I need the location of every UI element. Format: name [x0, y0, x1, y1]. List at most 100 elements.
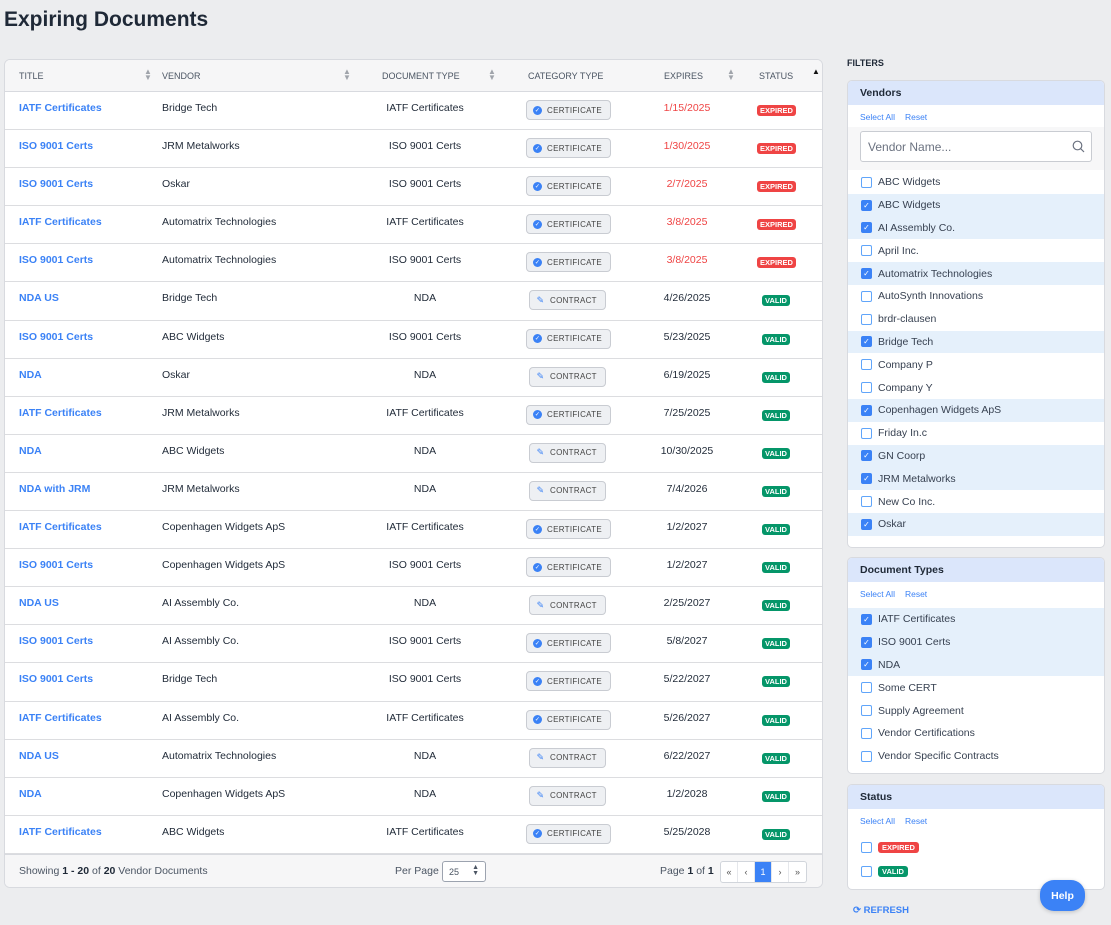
filter-option[interactable]: Supply Agreement [848, 699, 1104, 722]
table-row[interactable]: NDA Copenhagen Widgets ApS NDA ✎ CONTRACT 1/2… [5, 778, 822, 816]
filter-option[interactable]: Friday In.c [848, 422, 1104, 445]
document-title-link[interactable]: NDA US [19, 292, 59, 305]
document-title-link[interactable]: NDA [19, 787, 42, 800]
filter-option[interactable]: VALID [848, 859, 1104, 883]
document-title-link[interactable]: ISO 9001 Certs [19, 635, 94, 648]
document-title-link[interactable]: IATF Certificates [19, 216, 102, 229]
checkbox[interactable] [861, 682, 872, 694]
document-title-link[interactable]: NDA [19, 368, 42, 381]
checkbox[interactable] [861, 245, 872, 257]
sort-icon[interactable]: ▲ ▼ [727, 67, 735, 82]
sort-icon[interactable]: ▲ ▼ [343, 67, 351, 82]
filter-option[interactable]: EXPIRED [848, 835, 1104, 859]
col-status[interactable]: STATUS [759, 71, 794, 81]
document-title-link[interactable]: ISO 9001 Certs [19, 559, 94, 572]
checkbox[interactable]: ✓ [861, 659, 872, 671]
filter-option[interactable]: April Inc. [848, 239, 1104, 262]
checkbox[interactable] [861, 841, 872, 853]
checkbox[interactable] [861, 865, 872, 877]
document-title-link[interactable]: NDA US [19, 597, 59, 610]
filter-option[interactable]: ✓ Bridge Tech [848, 330, 1104, 354]
checkbox[interactable]: ✓ [861, 268, 872, 280]
doctypes-select-all[interactable]: Select All [860, 589, 895, 599]
filter-option[interactable]: Vendor Certifications [848, 722, 1104, 745]
checkbox[interactable]: ✓ [861, 336, 872, 348]
checkbox[interactable] [861, 750, 872, 762]
table-row[interactable]: ISO 9001 Certs Automatrix Technologies ISO… [5, 244, 822, 283]
document-title-link[interactable]: NDA [19, 444, 42, 457]
checkbox[interactable]: ✓ [861, 222, 872, 234]
table-row[interactable]: ISO 9001 Certs JRM Metalworks ISO 9001 Cer… [5, 130, 822, 169]
table-row[interactable]: ISO 9001 Certs AI Assembly Co. ISO 9001 Ce… [5, 625, 822, 664]
checkbox[interactable] [861, 313, 872, 325]
next-page-button[interactable]: › [772, 862, 789, 882]
checkbox[interactable]: ✓ [861, 636, 872, 648]
checkbox[interactable] [861, 359, 872, 371]
checkbox[interactable]: ✓ [861, 473, 872, 485]
first-page-button[interactable]: « [721, 862, 738, 882]
document-title-link[interactable]: ISO 9001 Certs [19, 673, 94, 686]
checkbox[interactable] [861, 496, 872, 508]
prev-page-button[interactable]: ‹ [738, 862, 755, 882]
checkbox[interactable] [861, 705, 872, 717]
filter-option[interactable]: ✓ Copenhagen Widgets ApS [848, 398, 1104, 422]
checkbox[interactable] [861, 727, 872, 739]
document-title-link[interactable]: ISO 9001 Certs [19, 140, 94, 153]
sort-icon[interactable]: ▲ ▼ [144, 67, 152, 82]
table-row[interactable]: IATF Certificates JRM Metalworks IATF Cert… [5, 397, 822, 435]
table-row[interactable]: NDA US Automatrix Technologies NDA ✎ CONTRAC… [5, 740, 822, 778]
filter-option[interactable]: ✓ AI Assembly Co. [848, 216, 1104, 240]
document-title-link[interactable]: ISO 9001 Certs [19, 178, 94, 191]
col-vendor[interactable]: VENDOR [162, 71, 201, 81]
table-row[interactable]: NDA with JRM JRM Metalworks NDA ✎ CONTRACT 7/… [5, 473, 822, 512]
document-title-link[interactable]: ISO 9001 Certs [19, 254, 94, 267]
doctypes-reset[interactable]: Reset [904, 589, 928, 599]
filter-option[interactable]: ✓ NDA [848, 653, 1104, 677]
table-row[interactable]: IATF Certificates AI Assembly Co. IATF Cer… [5, 702, 822, 740]
checkbox[interactable] [861, 176, 872, 188]
checkbox[interactable]: ✓ [861, 450, 872, 462]
document-title-link[interactable]: IATF Certificates [19, 102, 102, 114]
table-row[interactable]: NDA US AI Assembly Co. NDA ✎ CONTRACT 2/25/20… [5, 587, 822, 626]
sort-asc-icon[interactable]: ▲ [812, 67, 820, 76]
table-row[interactable]: IATF Certificates ABC Widgets IATF Certifi… [5, 816, 822, 854]
filter-option[interactable]: AutoSynth Innovations [848, 285, 1104, 308]
vendors-reset[interactable]: Reset [904, 112, 928, 122]
table-row[interactable]: NDA ABC Widgets NDA ✎ CONTRACT 10/30/2025 VALI… [5, 435, 822, 473]
document-title-link[interactable]: NDA with JRM [19, 482, 91, 495]
document-title-link[interactable]: IATF Certificates [19, 825, 102, 838]
table-row[interactable]: IATF Certificates Bridge Tech IATF Certifi… [5, 92, 822, 131]
page-1-button[interactable]: 1 [755, 862, 772, 882]
table-row[interactable]: NDA Oskar NDA ✎ CONTRACT 6/19/2025 VALID [5, 359, 822, 397]
checkbox[interactable]: ✓ [861, 518, 872, 530]
help-button[interactable]: Help [1040, 880, 1085, 911]
document-title-link[interactable]: IATF Certificates [19, 711, 102, 724]
filter-option[interactable]: New Co Inc. [848, 490, 1104, 513]
document-title-link[interactable]: ISO 9001 Certs [19, 330, 94, 343]
table-row[interactable]: IATF Certificates Copenhagen Widgets ApS I… [5, 511, 822, 550]
checkbox[interactable] [861, 427, 872, 439]
document-title-link[interactable]: IATF Certificates [19, 406, 102, 419]
refresh-button[interactable]: ⟳ REFRESH [853, 905, 909, 916]
table-row[interactable]: ISO 9001 Certs ABC Widgets ISO 9001 Certs ✓… [5, 321, 822, 359]
table-row[interactable]: ISO 9001 Certs Bridge Tech ISO 9001 Certs ✓… [5, 663, 822, 702]
filter-option[interactable]: ✓ Automatrix Technologies [848, 262, 1104, 285]
checkbox[interactable] [861, 290, 872, 302]
checkbox[interactable]: ✓ [861, 613, 872, 625]
sort-icon[interactable]: ▲ ▼ [488, 67, 496, 82]
filter-option[interactable]: ✓ JRM Metalworks [848, 467, 1104, 491]
filter-option[interactable]: Some CERT [848, 676, 1104, 699]
filter-option[interactable]: Company Y [848, 376, 1104, 399]
checkbox[interactable] [861, 382, 872, 394]
filter-option[interactable]: brdr-clausen [848, 308, 1104, 331]
document-title-link[interactable]: IATF Certificates [19, 521, 102, 534]
last-page-button[interactable]: » [794, 867, 800, 877]
per-page-select[interactable]: 25 ▲ ▼ [442, 861, 486, 882]
table-row[interactable]: ISO 9001 Certs Copenhagen Widgets ApS ISO … [5, 549, 822, 588]
col-doctype[interactable]: DOCUMENT TYPE [382, 71, 460, 81]
filter-option[interactable]: ABC Widgets [848, 171, 1104, 194]
checkbox[interactable]: ✓ [861, 199, 872, 211]
document-title-link[interactable]: NDA US [19, 749, 59, 762]
checkbox[interactable]: ✓ [861, 404, 872, 416]
table-row[interactable]: NDA US Bridge Tech NDA ✎ CONTRACT 4/26/2025 VA… [5, 282, 822, 321]
